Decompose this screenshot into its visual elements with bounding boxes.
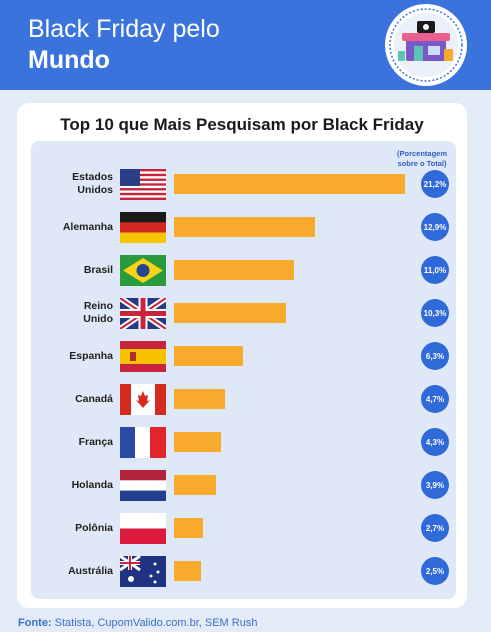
value-badge: 21,2% — [421, 170, 449, 198]
category-label-line: Espanha — [69, 349, 113, 362]
category-label: Alemanha — [53, 221, 113, 234]
value-badge: 4,7% — [421, 385, 449, 413]
value-column-note-line2: sobre o Total) — [397, 159, 447, 168]
source-text: Statista, CupomValido.com.br, SEM Rush — [51, 617, 258, 629]
category-label-line: Canadá — [75, 392, 113, 405]
bar — [174, 260, 294, 280]
bar — [174, 217, 315, 237]
canada-flag-icon — [120, 383, 166, 415]
value-badge: 4,3% — [421, 428, 449, 456]
category-label-line: Brasil — [83, 263, 113, 276]
shopping-store-badge-icon — [385, 4, 467, 86]
category-label-line: Polônia — [75, 521, 113, 534]
value-badge: 2,5% — [421, 557, 449, 585]
bar — [174, 303, 287, 323]
category-label: Reino Unido — [53, 300, 113, 326]
poland-flag-icon — [120, 512, 166, 544]
title-line-1: Black Friday pelo — [28, 15, 220, 43]
category-label: Estados Unidos — [53, 171, 113, 197]
source-note: Fonte: Statista, CupomValido.com.br, SEM… — [18, 617, 257, 629]
category-label: Brasil — [53, 264, 113, 277]
germany-flag-icon — [120, 211, 166, 243]
netherlands-flag-icon — [120, 469, 166, 501]
category-label: Holanda — [53, 479, 113, 492]
chart-panel: (Porcentagem sobre o Total) Estados Unido… — [31, 141, 456, 599]
brazil-flag-icon — [120, 254, 166, 286]
value-badge: 12,9% — [421, 213, 449, 241]
value-column-note: (Porcentagem sobre o Total) — [391, 149, 453, 169]
bar — [174, 475, 217, 495]
category-label: Austrália — [53, 565, 113, 578]
us-flag-icon — [120, 168, 166, 200]
bar — [174, 346, 243, 366]
chart-card: Top 10 que Mais Pesquisam por Black Frid… — [17, 103, 467, 608]
category-label-line: Unido — [83, 313, 113, 325]
uk-flag-icon — [118, 295, 168, 331]
page-title: Black Friday pelo Mundo — [28, 14, 348, 76]
bar — [174, 561, 202, 581]
chart-title: Top 10 que Mais Pesquisam por Black Frid… — [60, 115, 424, 134]
bar — [174, 432, 221, 452]
value-badge: 10,3% — [421, 299, 449, 327]
category-label: Espanha — [53, 350, 113, 363]
bar — [174, 518, 204, 538]
value-badge: 2,7% — [421, 514, 449, 542]
value-badge: 3,9% — [421, 471, 449, 499]
bar — [174, 174, 405, 194]
header-banner: Black Friday pelo Mundo — [0, 0, 491, 90]
category-label-line: Estados — [72, 171, 113, 183]
bar — [174, 389, 226, 409]
category-label-line: Holanda — [71, 478, 113, 491]
value-badge: 6,3% — [421, 342, 449, 370]
category-label: França — [53, 436, 113, 449]
category-label-line: Unidos — [77, 184, 113, 196]
australia-flag-icon — [119, 554, 166, 587]
category-label-line: Austrália — [68, 564, 113, 577]
category-label: Canadá — [53, 393, 113, 406]
category-label-line: França — [78, 435, 113, 448]
category-label: Polônia — [53, 522, 113, 535]
spain-flag-icon — [120, 340, 166, 372]
title-line-2: Mundo — [28, 46, 110, 74]
france-flag-icon — [120, 426, 166, 458]
category-label-line: Alemanha — [62, 220, 113, 233]
category-label-line: Reino — [83, 300, 113, 312]
value-badge: 11,0% — [421, 256, 449, 284]
value-column-note-line1: (Porcentagem — [396, 149, 447, 158]
source-label: Fonte: — [18, 617, 52, 629]
